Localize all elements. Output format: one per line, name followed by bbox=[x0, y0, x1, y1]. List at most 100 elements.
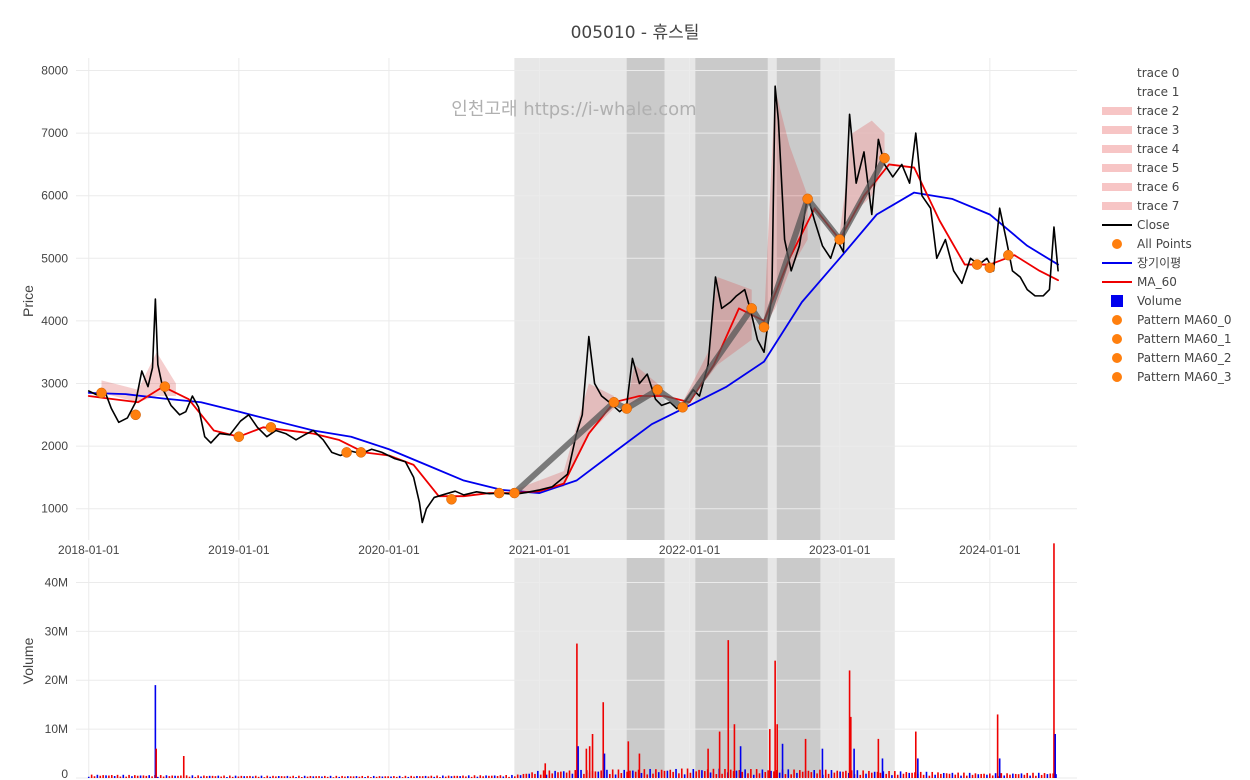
volume-bar-base-21 bbox=[148, 775, 151, 778]
volume-bar-base-115 bbox=[419, 776, 421, 778]
volume-bar-base-279 bbox=[891, 775, 893, 778]
volume-bar-base-85 bbox=[332, 777, 335, 778]
volume-bar-base-329 bbox=[1035, 775, 1037, 778]
volume-bar-base-322 bbox=[1014, 773, 1017, 778]
volume-bar-base-128 bbox=[456, 775, 459, 778]
volume-bar-base-4 bbox=[99, 775, 102, 778]
legend-label-pattern-ma60-1: Pattern MA60_1 bbox=[1137, 332, 1231, 346]
volume-bar-base-81 bbox=[321, 776, 323, 778]
volume-bar-base-108 bbox=[398, 775, 401, 778]
volume-bar-base-140 bbox=[490, 775, 493, 778]
volume-bar-base-210 bbox=[692, 769, 695, 778]
volume-bar-base-30 bbox=[174, 775, 176, 778]
volume-bar-base-323 bbox=[1017, 774, 1020, 778]
volume-bar-spike-26 bbox=[853, 748, 855, 778]
volume-bar-base-216 bbox=[709, 772, 712, 778]
volume-bar-base-91 bbox=[349, 776, 352, 778]
volume-bar-base-206 bbox=[680, 768, 683, 778]
volume-bar-base-198 bbox=[657, 772, 660, 778]
volume-bar-base-196 bbox=[652, 773, 654, 778]
volume-bar-base-238 bbox=[773, 771, 775, 778]
volume-bar-base-287 bbox=[914, 772, 916, 778]
shaded-range-volume-2 bbox=[695, 558, 768, 778]
volume-bar-base-230 bbox=[750, 769, 752, 778]
volume-bar-base-176 bbox=[594, 771, 597, 778]
volume-bar-base-319 bbox=[1006, 773, 1008, 778]
volume-bar-base-246 bbox=[796, 772, 798, 778]
pivot-point-3 bbox=[233, 431, 245, 442]
legend-swatch-pattern-ma60-1 bbox=[1112, 334, 1122, 344]
volume-bar-base-0 bbox=[87, 776, 90, 778]
legend-swatch-trace-7 bbox=[1102, 202, 1132, 210]
legend-label-trace-5: trace 5 bbox=[1137, 161, 1179, 175]
volume-bar-base-199 bbox=[660, 769, 663, 778]
volume-bar-base-145 bbox=[505, 775, 507, 778]
volume-bar-spike-14 bbox=[718, 731, 721, 778]
shaded-range-price-3 bbox=[776, 58, 821, 540]
volume-bar-base-309 bbox=[977, 774, 980, 778]
watermark: 인천고래 https://i-whale.com bbox=[451, 99, 696, 120]
volume-bar-base-267 bbox=[856, 770, 859, 778]
volume-bar-base-217 bbox=[712, 768, 715, 778]
volume-bar-base-107 bbox=[395, 776, 398, 778]
volume-bar-base-41 bbox=[205, 776, 208, 778]
date-tick-2019-01-01: 2019-01-01 bbox=[208, 543, 270, 557]
volume-bar-base-303 bbox=[960, 775, 962, 778]
volume-bar-base-283 bbox=[902, 773, 905, 778]
volume-bar-base-166 bbox=[565, 772, 568, 778]
volume-bar-base-77 bbox=[309, 775, 312, 778]
volume-bar-base-161 bbox=[551, 773, 554, 778]
date-tick-2018-01-01: 2018-01-01 bbox=[58, 543, 120, 557]
volume-bar-base-110 bbox=[404, 775, 407, 778]
volume-tick-2: 20M bbox=[45, 673, 68, 687]
volume-bar-base-159 bbox=[545, 774, 548, 778]
volume-bar-base-264 bbox=[847, 772, 850, 778]
legend-label-trace-1: trace 1 bbox=[1137, 85, 1179, 99]
volume-bar-base-132 bbox=[467, 775, 470, 778]
volume-bar-base-2 bbox=[93, 776, 96, 778]
legend-label-trace-7: trace 7 bbox=[1137, 199, 1179, 213]
volume-bar-base-172 bbox=[583, 773, 585, 778]
pivot-point-15 bbox=[758, 321, 770, 333]
volume-bar-base-52 bbox=[237, 776, 240, 778]
volume-bar-base-38 bbox=[197, 775, 199, 778]
volume-bar-base-190 bbox=[634, 771, 637, 778]
volume-bar-spike-21 bbox=[781, 743, 784, 778]
volume-bar-base-1 bbox=[90, 774, 93, 778]
volume-bar-base-328 bbox=[1032, 772, 1034, 778]
volume-bar-base-293 bbox=[931, 771, 934, 778]
volume-bar-base-282 bbox=[899, 771, 902, 778]
volume-bar-base-169 bbox=[574, 770, 577, 778]
volume-bar-base-214 bbox=[704, 771, 706, 778]
volume-bar-base-49 bbox=[229, 775, 231, 778]
legend-swatch-trace-4 bbox=[1102, 145, 1132, 153]
volume-bar-base-205 bbox=[678, 773, 680, 778]
date-tick-2022-01-01: 2022-01-01 bbox=[659, 543, 721, 557]
volume-bar-base-101 bbox=[378, 776, 381, 778]
volume-bar-base-294 bbox=[934, 774, 936, 778]
volume-bar-base-252 bbox=[813, 770, 816, 778]
volume-bar-base-130 bbox=[462, 775, 464, 778]
volume-bar-base-167 bbox=[568, 770, 571, 778]
tick-labels: 1000 2000 3000 4000 5000 6000 7000 8000 2018-01-… bbox=[41, 64, 1021, 780]
volume-bar-base-111 bbox=[407, 776, 410, 778]
volume-bar-base-227 bbox=[741, 771, 744, 778]
volume-bar-base-15 bbox=[131, 776, 133, 778]
volume-bar-base-234 bbox=[761, 769, 764, 778]
volume-bar-base-213 bbox=[701, 770, 703, 778]
legend-label-장기이평: 장기이평 bbox=[1137, 256, 1181, 270]
volume-bar-base-37 bbox=[194, 776, 197, 778]
volume-bar-base-304 bbox=[963, 772, 965, 778]
volume-bar-spike-6 bbox=[585, 748, 588, 778]
volume-bar-base-313 bbox=[989, 773, 991, 778]
volume-bar-base-67 bbox=[280, 776, 283, 778]
volume-bar-base-135 bbox=[476, 776, 479, 778]
volume-bar-base-17 bbox=[136, 775, 139, 778]
volume-bar-base-335 bbox=[1052, 773, 1054, 778]
price-tick-1000: 1000 bbox=[41, 502, 68, 516]
volume-bar-base-109 bbox=[401, 777, 404, 778]
volume-bar-base-298 bbox=[945, 773, 948, 778]
pivot-point-20 bbox=[984, 262, 996, 273]
volume-bar-spike-22 bbox=[804, 738, 807, 778]
volume-bar-base-54 bbox=[243, 776, 246, 778]
